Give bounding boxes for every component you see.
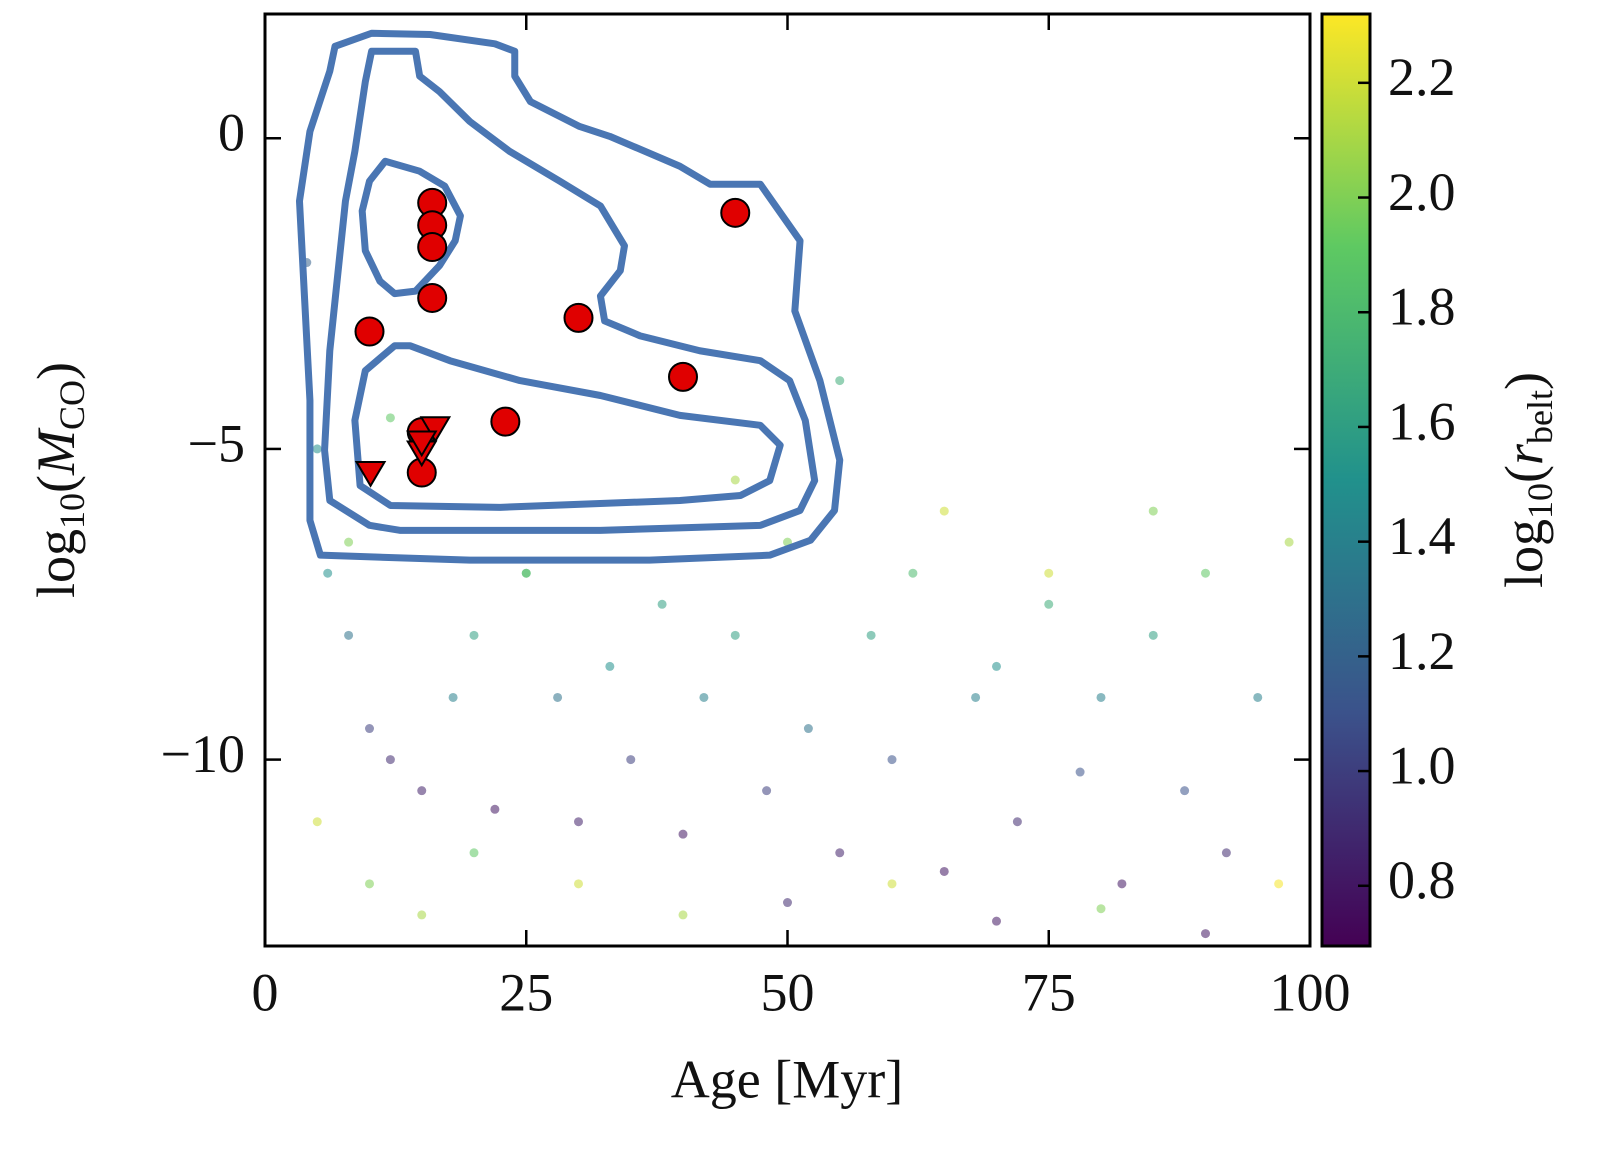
background-point [1221, 848, 1231, 858]
background-point [469, 630, 479, 640]
contour [321, 47, 819, 534]
colorbar-tick-label: 1.0 [1388, 735, 1456, 795]
background-point [699, 692, 709, 702]
background-point [1148, 506, 1158, 516]
background-point [553, 692, 563, 702]
upper-limit [354, 460, 387, 488]
x-axis-label: Age [Myr] [671, 1049, 903, 1109]
x-tick-label: 25 [499, 962, 553, 1022]
background-point [574, 879, 583, 889]
background-point [835, 848, 845, 858]
background-point [992, 661, 1001, 671]
background-point [835, 376, 845, 386]
background-point [678, 829, 688, 839]
background-point [574, 817, 583, 827]
background-point [1253, 692, 1263, 702]
x-tick-label: 50 [761, 962, 815, 1022]
colorbar [1320, 12, 1372, 948]
background-point [887, 879, 897, 889]
detection [720, 197, 751, 228]
background-point [1044, 568, 1054, 578]
background-point [344, 537, 354, 547]
background-point [1075, 767, 1085, 777]
background-point [1201, 568, 1210, 578]
background-points [302, 258, 1294, 939]
background-point [971, 692, 981, 702]
background-point [657, 599, 667, 609]
background-point [1096, 692, 1106, 702]
colorbar-tick-label: 1.6 [1388, 391, 1456, 451]
background-point [521, 568, 531, 578]
background-point [344, 630, 354, 640]
background-point [992, 916, 1001, 926]
background-point [1180, 786, 1190, 796]
background-point [469, 848, 479, 858]
background-point [783, 898, 792, 908]
background-point [1284, 537, 1294, 547]
detection [490, 406, 521, 437]
background-point [312, 444, 322, 454]
background-point [1274, 879, 1284, 889]
background-point [417, 786, 427, 796]
background-point [312, 817, 322, 827]
detection [417, 282, 448, 313]
background-point [803, 724, 813, 734]
colorbar-tick-label: 2.0 [1388, 162, 1456, 222]
colorbar-label: log10(rbelt) [1494, 372, 1560, 588]
y-tick-label: −5 [188, 413, 245, 473]
background-point [1012, 817, 1022, 827]
upper-limit [419, 416, 452, 444]
y-axis-label: log10(MCO) [26, 362, 92, 598]
background-point [605, 661, 615, 671]
background-point [626, 755, 636, 765]
background-point [448, 692, 458, 702]
detection [417, 232, 448, 262]
y-tick-label: 0 [218, 103, 245, 163]
background-point [1044, 599, 1054, 609]
background-point [1148, 630, 1158, 640]
background-point [762, 786, 772, 796]
background-point [490, 804, 500, 814]
colorbar-tick-label: 1.2 [1388, 621, 1456, 681]
background-point [887, 755, 897, 765]
background-point [1096, 904, 1106, 914]
contour [358, 157, 464, 298]
background-point [939, 866, 949, 876]
upper-limit [406, 430, 438, 458]
detection [354, 316, 385, 347]
x-tick-label: 0 [252, 962, 279, 1022]
background-point [866, 630, 876, 640]
background-point [730, 475, 740, 485]
colorbar-tick-label: 2.2 [1388, 47, 1456, 107]
y-tick-label: −10 [161, 724, 245, 784]
background-point [1117, 879, 1127, 889]
background-point [417, 910, 427, 920]
detection [668, 361, 698, 392]
background-point [730, 630, 740, 640]
background-point [1201, 929, 1210, 939]
colorbar-tick-label: 1.8 [1388, 277, 1456, 337]
colorbar-tick-label: 0.8 [1388, 850, 1456, 910]
background-point [323, 568, 333, 578]
background-point [678, 910, 688, 920]
background-point [385, 755, 395, 765]
detection [563, 302, 594, 333]
contour [295, 29, 844, 564]
background-point [365, 879, 374, 889]
background-point [908, 568, 918, 578]
background-point [365, 724, 374, 734]
colorbar-tick-label: 1.4 [1388, 506, 1456, 566]
x-tick-label: 75 [1022, 962, 1076, 1022]
background-point [385, 413, 395, 423]
background-point [939, 506, 949, 516]
x-tick-label: 100 [1270, 962, 1351, 1022]
